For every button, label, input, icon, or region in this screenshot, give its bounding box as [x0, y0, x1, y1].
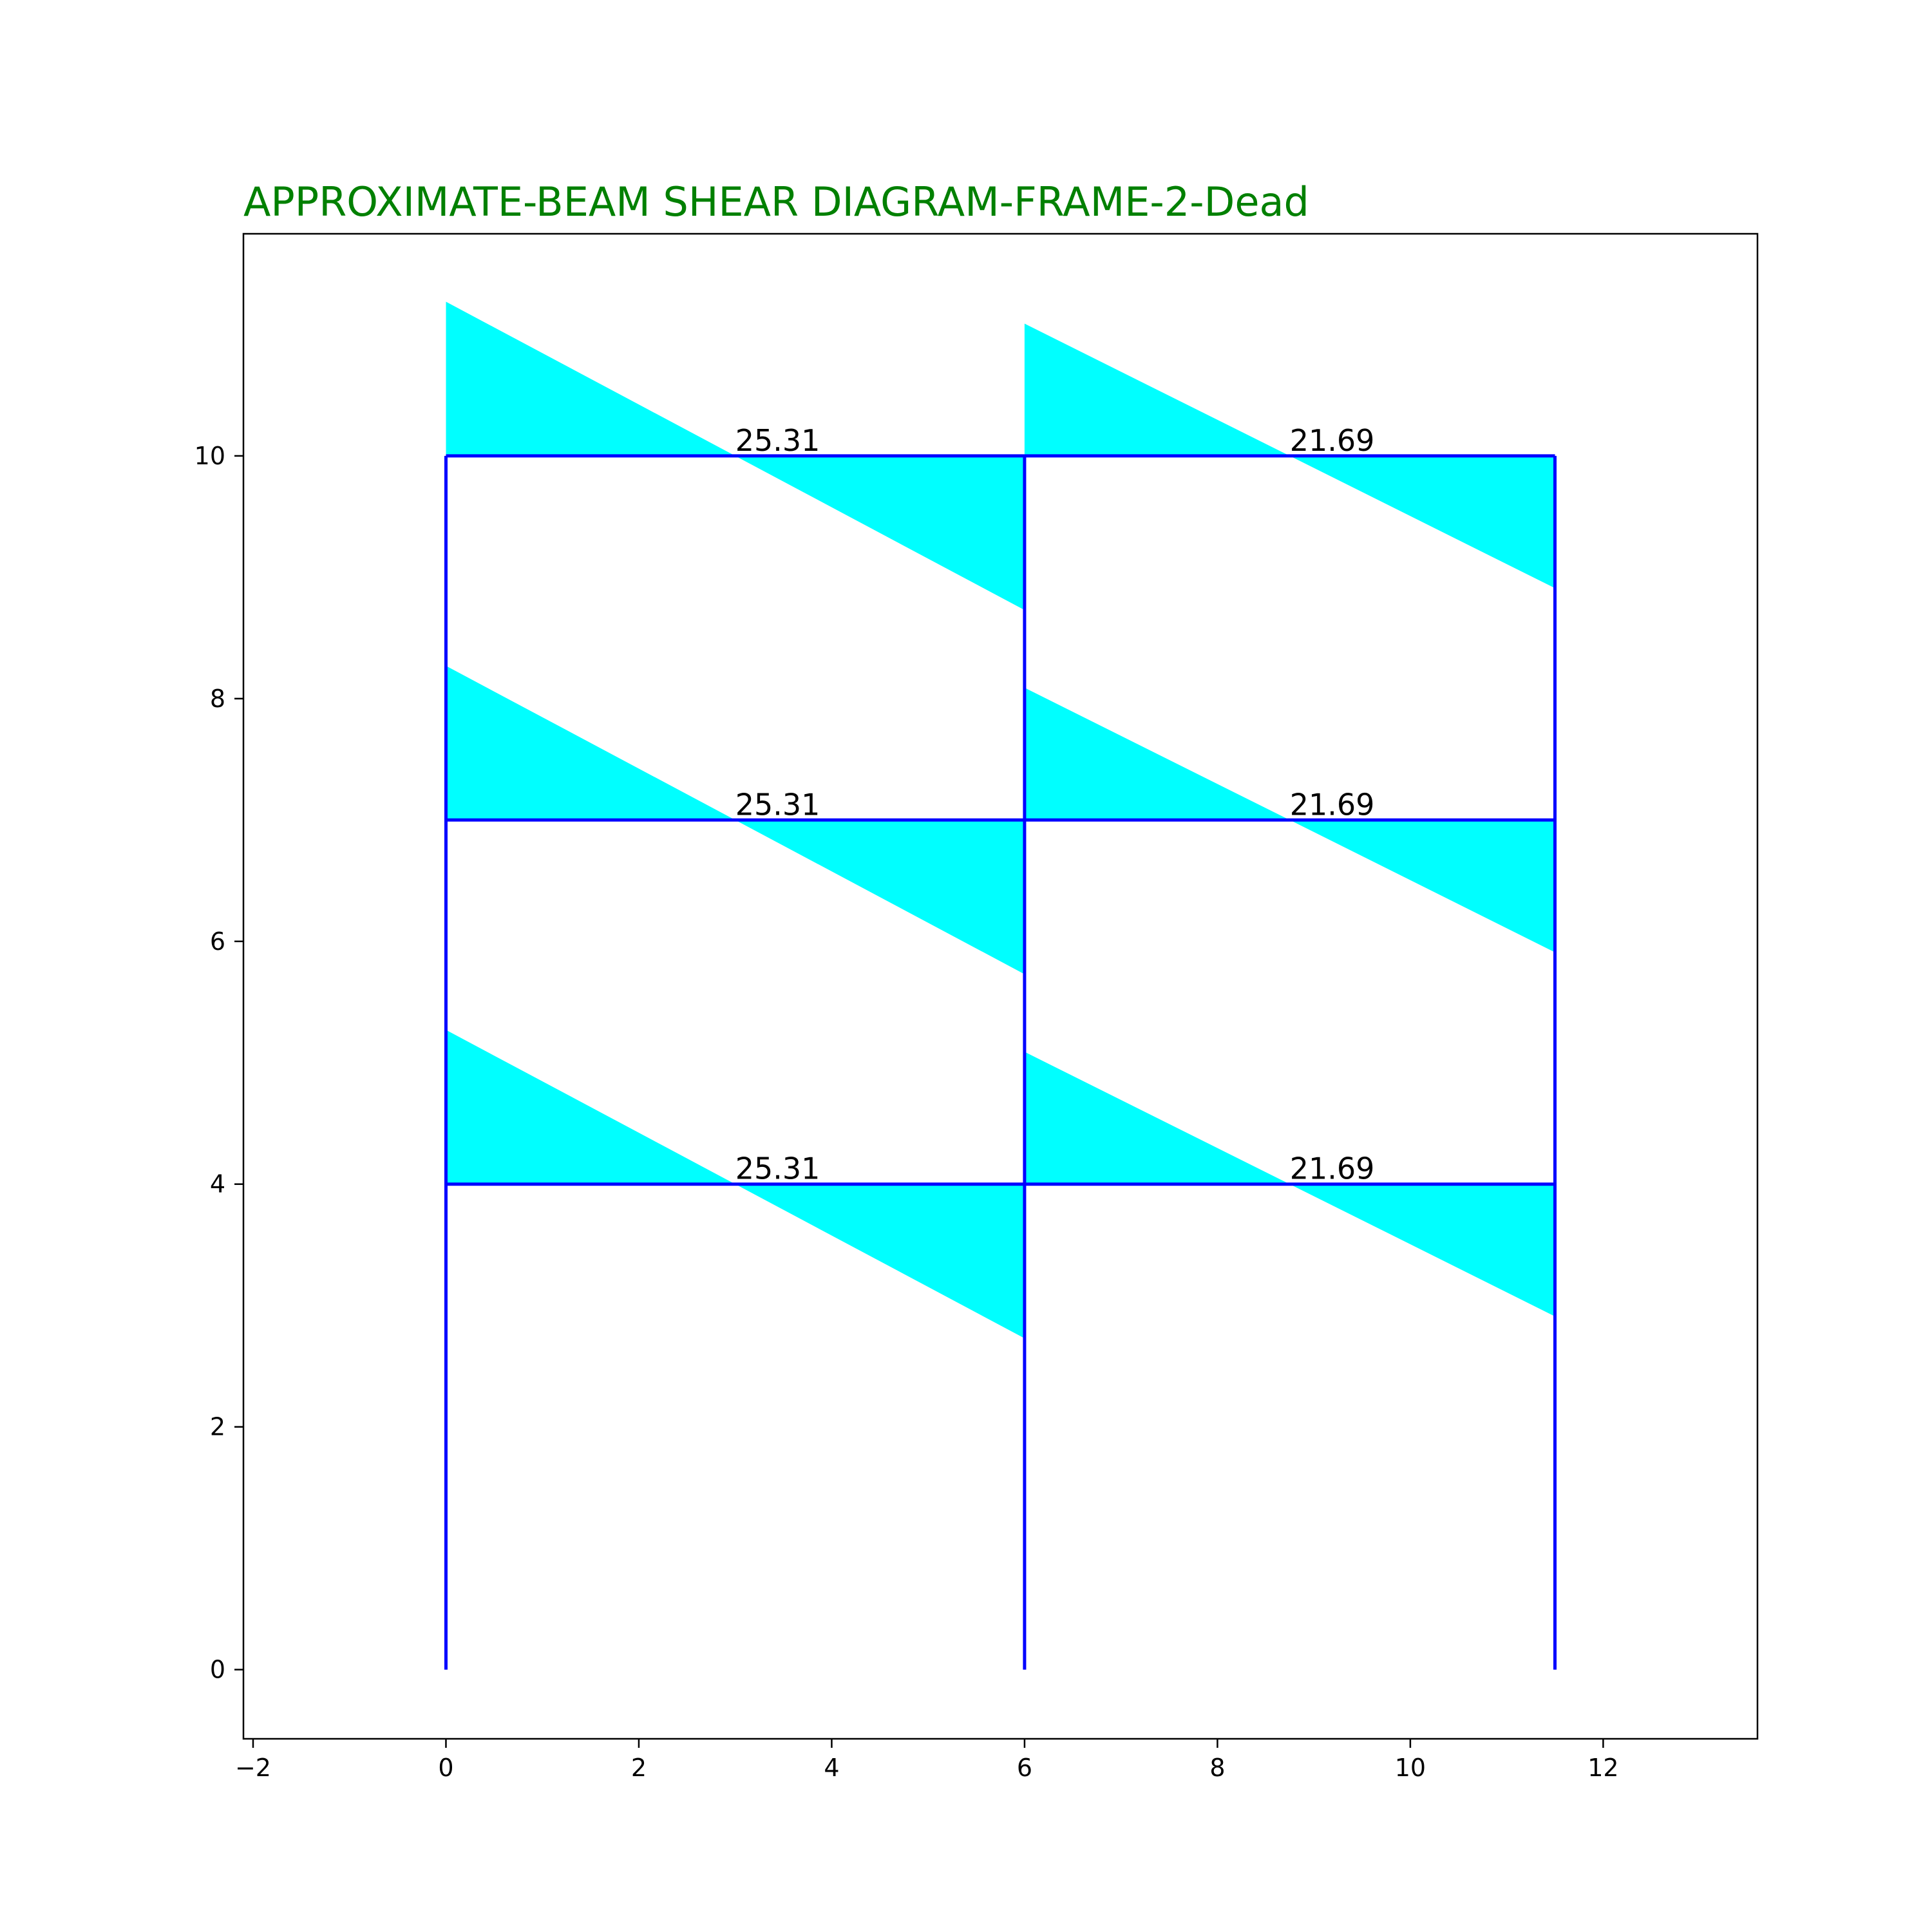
chart-title: APPROXIMATE-BEAM SHEAR DIAGRAM-FRAME-2-D… [243, 178, 1309, 225]
y-tick-label-1: 2 [210, 1413, 225, 1441]
shear-fill-0-negative [735, 1184, 1025, 1339]
x-tick-label-6: 10 [1395, 1754, 1426, 1782]
x-tick-label-3: 4 [824, 1754, 839, 1782]
shear-value-label-2: 25.31 [735, 787, 820, 822]
y-tick-label-4: 8 [210, 685, 225, 713]
axes-frame [242, 232, 1759, 1740]
x-tick-label-1: 0 [438, 1754, 453, 1782]
shear-value-label-1: 21.69 [1290, 1151, 1375, 1186]
y-tick-label-5: 10 [194, 442, 225, 470]
shear-value-label-0: 25.31 [735, 1151, 820, 1186]
shear-fill-2-negative [735, 820, 1025, 974]
y-tick-label-2: 4 [210, 1170, 225, 1198]
shear-fill-0-positive [446, 1030, 735, 1184]
shear-value-label-4: 25.31 [735, 423, 820, 458]
shear-fill-4-negative [735, 455, 1025, 611]
shear-value-label-5: 21.69 [1290, 423, 1375, 458]
x-tick-label-2: 2 [631, 1754, 647, 1782]
x-tick-label-0: −2 [235, 1754, 271, 1782]
shear-fills-layer [446, 301, 1555, 1339]
shear-fill-1-positive [1024, 1052, 1290, 1184]
shear-fill-2-positive [446, 665, 735, 820]
shear-fill-5-positive [1024, 323, 1290, 456]
shear-fill-3-positive [1024, 687, 1290, 820]
x-tick-label-7: 12 [1587, 1754, 1618, 1782]
x-tick-label-4: 6 [1017, 1754, 1032, 1782]
y-tick-label-0: 0 [210, 1656, 225, 1684]
x-tick-label-5: 8 [1209, 1754, 1225, 1782]
shear-fill-3-negative [1289, 820, 1555, 952]
frame-members-layer [444, 454, 1557, 1670]
shear-fill-5-negative [1289, 455, 1555, 589]
axes-layer: −2 0 2 4 6 8 10 12 0 2 4 6 8 10 [194, 232, 1759, 1782]
y-tick-label-3: 6 [210, 927, 225, 956]
shear-value-labels-layer: 25.31 21.69 25.31 21.69 25.31 21.69 [735, 423, 1375, 1186]
shear-fill-1-negative [1289, 1184, 1555, 1317]
shear-value-label-3: 21.69 [1290, 787, 1375, 822]
shear-fill-4-positive [446, 301, 735, 456]
